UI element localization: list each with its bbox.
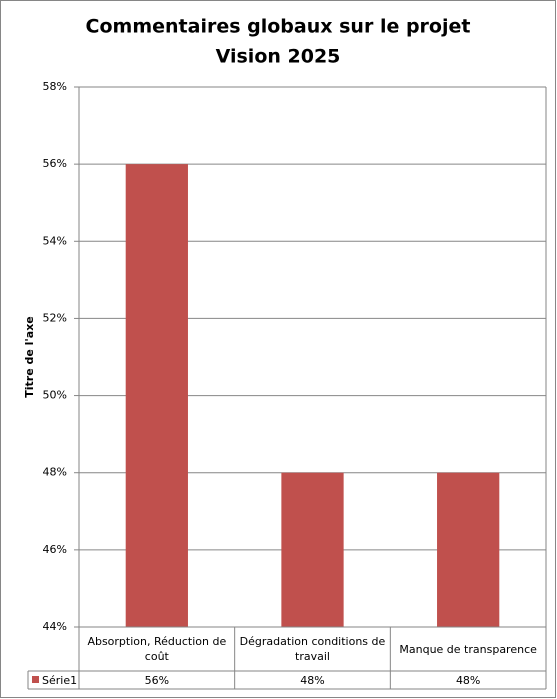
data-label: 56%: [145, 674, 169, 687]
y-tick-label: 54%: [43, 234, 67, 247]
bar: [437, 472, 500, 627]
bar: [125, 164, 188, 627]
x-tick-label-box: Manque de transparence: [399, 642, 537, 656]
y-tick-label: 56%: [43, 157, 67, 170]
y-tick-label: 46%: [43, 543, 67, 556]
x-tick-label-box: Absorption, Réduction de coût: [87, 635, 227, 663]
chart-title: Commentaires globaux sur le projet: [86, 16, 471, 38]
y-tick-label: 52%: [43, 311, 67, 324]
y-tick-label: 50%: [43, 389, 67, 402]
y-tick-label: 48%: [43, 466, 67, 479]
data-label: 48%: [456, 674, 480, 687]
x-tick-label: Dégradation conditions de travail: [239, 635, 386, 663]
y-tick-label: 58%: [43, 80, 67, 93]
y-axis-title: Titre de l'axe: [23, 316, 36, 398]
data-label: 48%: [300, 674, 324, 687]
x-tick-label-box: Dégradation conditions de travail: [239, 635, 386, 663]
legend-label: Série1: [42, 674, 77, 687]
x-tick-label: Manque de transparence: [399, 642, 537, 656]
x-tick-label: Absorption, Réduction de coût: [87, 635, 227, 663]
chart-title: Vision 2025: [216, 46, 341, 68]
bar: [281, 472, 344, 627]
legend-key: [32, 676, 39, 683]
y-tick-label: 44%: [43, 620, 67, 633]
